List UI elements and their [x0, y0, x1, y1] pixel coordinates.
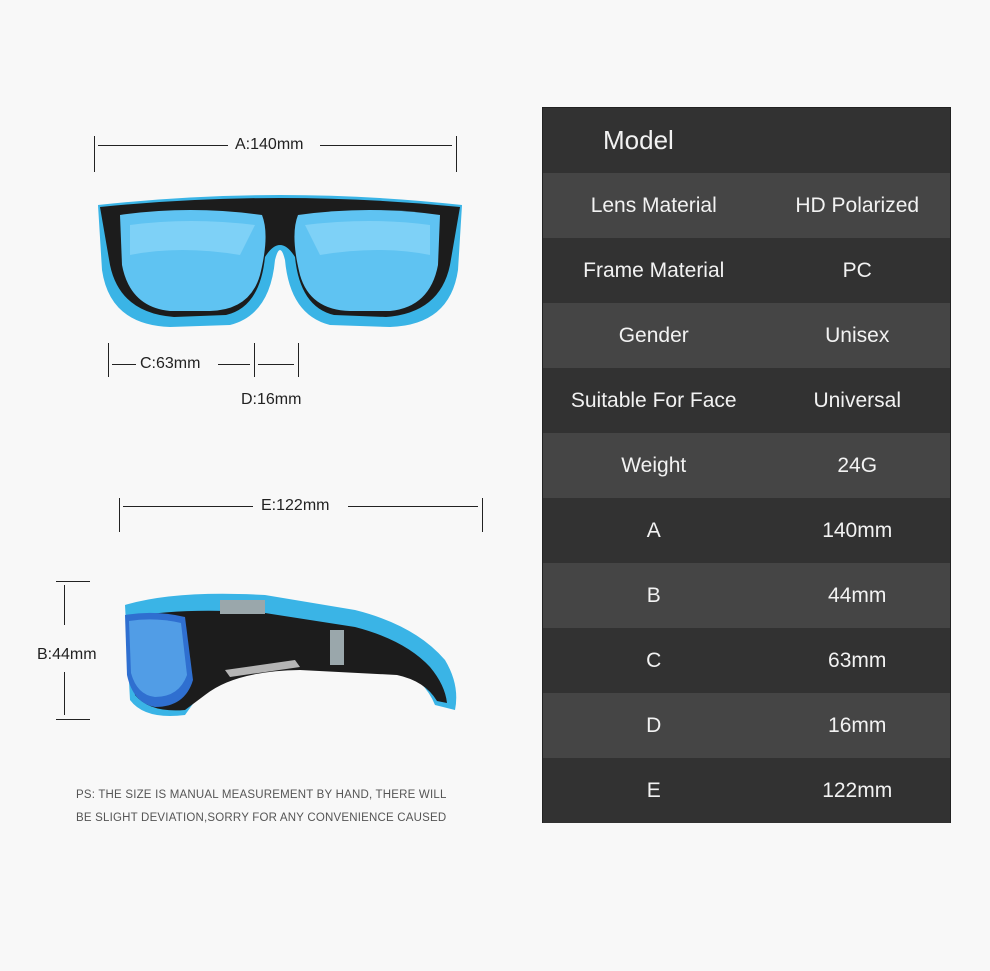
dim-e-label: E:122mm: [261, 497, 330, 514]
dim-c-right-tick: [254, 343, 255, 377]
dim-d-line: [258, 364, 294, 365]
spec-value: 63mm: [828, 648, 887, 672]
dim-b-bottom-tick: [56, 719, 90, 720]
spec-value: PC: [842, 258, 872, 282]
spec-key: Suitable For Face: [570, 388, 737, 412]
dim-e-right-tick: [482, 498, 483, 532]
dim-c-line-right: [218, 364, 250, 365]
spec-value: Universal: [813, 388, 901, 412]
dim-e-left-tick: [119, 498, 120, 532]
dim-d-right-tick: [298, 343, 299, 377]
spec-key: B: [646, 583, 661, 607]
glasses-side-image: [125, 593, 457, 716]
dim-c-label: C:63mm: [140, 355, 201, 372]
dim-e-line-right: [348, 506, 478, 507]
measurement-note: PS: THE SIZE IS MANUAL MEASUREMENT BY HA…: [76, 784, 447, 830]
dim-c-line-left: [112, 364, 136, 365]
spec-row-c: C 63mm: [543, 628, 950, 693]
spec-row-weight: Weight 24G: [543, 433, 950, 498]
dim-b-line-bottom: [64, 672, 65, 715]
note-line-2: BE SLIGHT DEVIATION,SORRY FOR ANY CONVEN…: [76, 812, 447, 824]
spec-table: Model Lens Material HD Polarized Frame Ma…: [542, 107, 951, 823]
spec-value: 140mm: [822, 518, 893, 542]
spec-value: HD Polarized: [795, 193, 920, 217]
dim-a-label: A:140mm: [235, 136, 304, 153]
spec-row-gender: Gender Unisex: [543, 303, 950, 368]
spec-value: 24G: [837, 453, 878, 477]
spec-value: 122mm: [822, 778, 893, 802]
dim-c-left-tick: [108, 343, 109, 377]
dim-a-line-right: [320, 145, 452, 146]
dim-b-label: B:44mm: [37, 646, 97, 663]
dim-b-top-tick: [56, 581, 90, 582]
spec-table-title-row: Model: [543, 108, 950, 173]
spec-table-title: Model: [603, 125, 674, 155]
spec-key: Gender: [618, 323, 689, 347]
dim-a-right-tick: [456, 136, 457, 172]
spec-row-face: Suitable For Face Universal: [543, 368, 950, 433]
spec-key: C: [646, 648, 662, 672]
dim-d-label: D:16mm: [241, 391, 302, 408]
note-line-1: PS: THE SIZE IS MANUAL MEASUREMENT BY HA…: [76, 789, 447, 801]
spec-row-e: E 122mm: [543, 758, 950, 823]
spec-key: Lens Material: [590, 193, 717, 217]
spec-row-frame-material: Frame Material PC: [543, 238, 950, 303]
spec-value: 44mm: [828, 583, 887, 607]
spec-key: A: [646, 518, 661, 542]
spec-key: Weight: [621, 453, 687, 477]
spec-row-a: A 140mm: [543, 498, 950, 563]
dim-a-line-left: [98, 145, 228, 146]
dim-b-line-top: [64, 585, 65, 625]
spec-key: E: [646, 778, 661, 802]
spec-row-b: B 44mm: [543, 563, 950, 628]
spec-row-d: D 16mm: [543, 693, 950, 758]
dim-e-line-left: [123, 506, 253, 507]
spec-key: Frame Material: [583, 258, 725, 282]
spec-row-lens-material: Lens Material HD Polarized: [543, 173, 950, 238]
spec-value: 16mm: [828, 713, 887, 737]
spec-key: D: [646, 713, 662, 737]
glasses-front-image: [98, 195, 462, 327]
spec-value: Unisex: [825, 323, 890, 347]
dim-a-left-tick: [94, 136, 95, 172]
